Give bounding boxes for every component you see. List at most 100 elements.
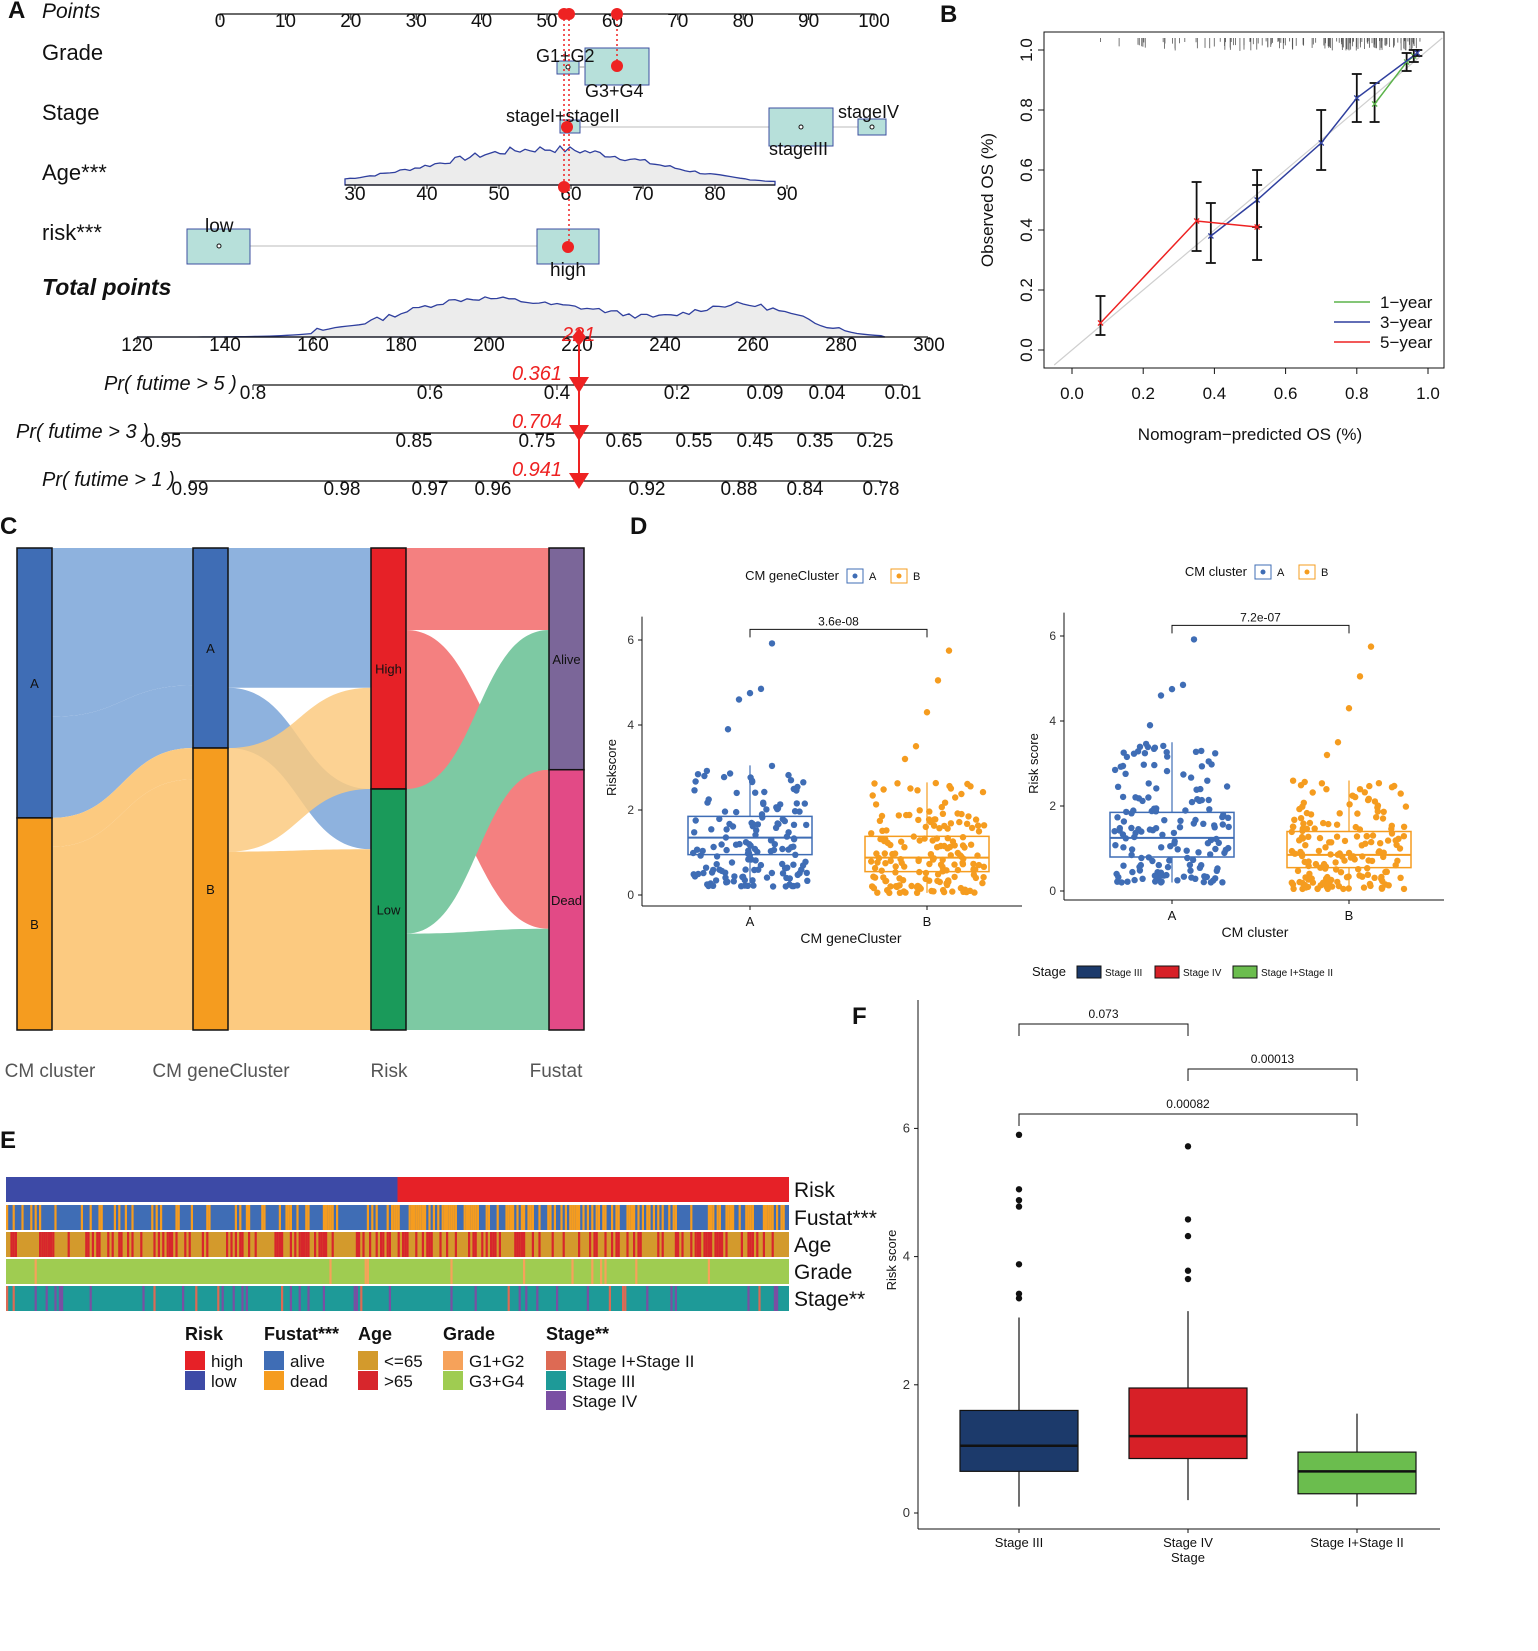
data-point (1343, 874, 1351, 881)
data-point (939, 856, 946, 864)
data-point (1200, 820, 1207, 827)
heatmap-cell (674, 1286, 677, 1311)
heatmap-cell (281, 1232, 284, 1257)
data-point (900, 888, 907, 895)
legend-title: CM cluster (1185, 564, 1248, 579)
data-point (1360, 884, 1368, 891)
heatmap-cell (674, 1205, 677, 1230)
heatmap-cell (366, 1259, 369, 1284)
probability-tick-label: 0.04 (809, 383, 846, 404)
comparison-bracket (1018, 1023, 1189, 1036)
sankey-node-label: Alive (552, 652, 580, 667)
data-point (1328, 876, 1335, 884)
heatmap-cell (208, 1205, 211, 1230)
data-point (1400, 823, 1408, 830)
heatmap-cell (61, 1286, 64, 1311)
data-point (720, 773, 728, 781)
data-point (1334, 851, 1342, 858)
data-point (940, 888, 948, 896)
data-point (1140, 761, 1148, 768)
data-point (934, 877, 941, 885)
heatmap-cell (747, 1205, 750, 1230)
y-tick-label: 2 (1049, 799, 1056, 813)
data-point (1139, 797, 1146, 805)
data-point (1163, 871, 1170, 879)
heatmap-cell (263, 1205, 266, 1230)
data-point (1297, 782, 1305, 789)
heatmap-cell (637, 1232, 640, 1257)
heatmap-cell (294, 1232, 297, 1257)
outlier-point (1015, 1261, 1023, 1268)
outlier-point (1184, 1143, 1192, 1150)
data-point (931, 816, 938, 823)
data-point (713, 853, 721, 860)
data-point (868, 858, 875, 865)
heatmap-cell (439, 1232, 442, 1257)
data-point (1375, 780, 1383, 787)
heatmap-cell (386, 1232, 389, 1257)
data-point (1312, 860, 1320, 868)
heatmap-cell (699, 1232, 702, 1257)
data-point (1305, 833, 1312, 840)
heatmap-cell (355, 1286, 358, 1311)
heatmap-cell (111, 1232, 114, 1257)
heatmap-cell (604, 1259, 607, 1284)
heatmap-cell (177, 1205, 180, 1230)
heatmap-cell (305, 1232, 308, 1257)
heatmap-cell (118, 1205, 121, 1230)
data-point (941, 822, 948, 830)
data-point (1336, 810, 1343, 817)
data-point (908, 882, 915, 890)
heatmap-cell (54, 1286, 57, 1311)
data-point (1200, 878, 1208, 886)
calibration-point: × (1403, 55, 1410, 69)
heatmap-cell (474, 1286, 477, 1311)
heatmap-cell (182, 1286, 185, 1311)
heatmap-cell (195, 1286, 198, 1311)
heatmap-cell (472, 1232, 475, 1257)
data-point (1166, 857, 1173, 864)
data-point (1112, 842, 1119, 849)
data-point (710, 843, 717, 851)
panel-letter: D (630, 513, 647, 540)
sankey-flow (406, 548, 549, 630)
heatmap-cell (331, 1205, 334, 1230)
data-point (739, 873, 747, 880)
heatmap-row-label: Age (794, 1234, 831, 1257)
heatmap-legend-title: Fustat*** (264, 1324, 339, 1344)
heatmap-cell (762, 1232, 765, 1257)
data-point (723, 846, 730, 854)
probability-tick-label: 0.01 (885, 383, 922, 404)
data-point (964, 780, 971, 788)
data-point (874, 889, 881, 896)
x-axis-label: Nomogram−predicted OS (%) (1138, 425, 1362, 444)
heatmap-cell (318, 1232, 321, 1257)
data-point (692, 817, 699, 824)
data-point (1373, 814, 1380, 821)
heatmap-cell (450, 1286, 453, 1311)
data-point (934, 871, 942, 878)
heatmap-cell (529, 1205, 532, 1230)
data-point (1322, 844, 1329, 851)
data-point (1207, 851, 1214, 858)
data-point (722, 834, 730, 841)
heatmap-cell (727, 1205, 730, 1230)
data-point (1382, 881, 1389, 888)
stage-mean (798, 124, 804, 130)
data-point (716, 815, 723, 823)
stage-selected-point (561, 121, 573, 133)
heatmap-cell (39, 1205, 42, 1230)
data-point (1187, 774, 1195, 781)
data-point (1289, 777, 1297, 784)
heatmap-cell (756, 1232, 759, 1257)
data-point (763, 874, 771, 881)
heatmap-cell (298, 1286, 301, 1311)
data-point (934, 677, 942, 684)
heatmap-cell (248, 1232, 251, 1257)
data-point (783, 833, 791, 840)
heatmap-cell (393, 1205, 396, 1230)
heatmap-cell (575, 1205, 578, 1230)
panel-letter: A (8, 0, 25, 24)
heatmap-cell (586, 1286, 589, 1311)
points-tick-label: 10 (275, 11, 296, 32)
